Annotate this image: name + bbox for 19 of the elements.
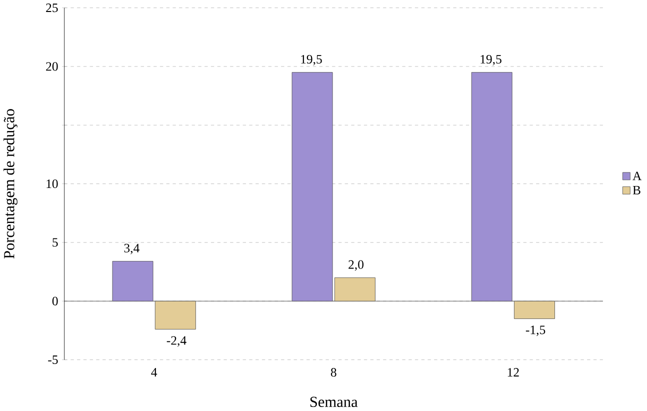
y-tick-label: 0: [52, 297, 58, 306]
y-tick-label: 25: [46, 4, 58, 12]
y-axis-title: Porcentagem de redução: [4, 109, 18, 259]
x-tick-label: 8: [330, 368, 336, 377]
data-label: 3,4: [124, 244, 140, 254]
x-tick-label: 4: [151, 368, 158, 377]
data-label: -1,5: [526, 326, 546, 336]
data-label: -2,4: [166, 336, 186, 347]
x-axis-title: Semana: [310, 396, 358, 408]
y-tick-label: -5: [48, 356, 58, 364]
x-tick-label: 12: [508, 368, 519, 377]
data-label: 19,5: [301, 55, 322, 66]
y-tick-label: 20: [46, 62, 58, 71]
y-tick-label: 10: [46, 180, 58, 188]
data-label: 19,5: [480, 55, 502, 66]
legend-label: B: [632, 186, 640, 195]
data-label: 2,0: [348, 260, 364, 271]
legend-label: A: [632, 172, 642, 180]
y-tick-label: 5: [52, 238, 58, 247]
